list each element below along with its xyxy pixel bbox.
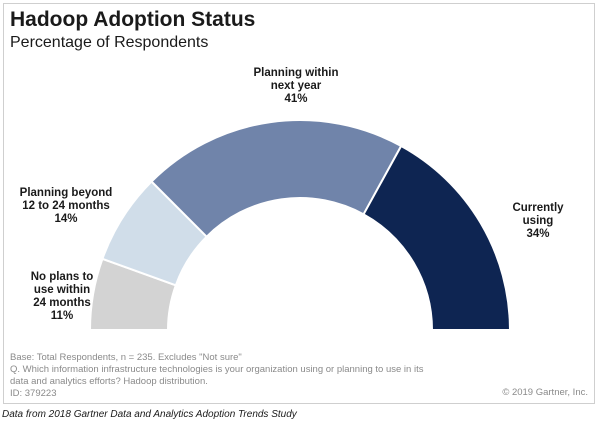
slice-label-1: Planning beyond 12 to 24 months 14% xyxy=(20,187,113,225)
footnote-id: ID: 379223 xyxy=(10,388,57,399)
chart-title: Hadoop Adoption Status xyxy=(10,8,256,31)
slice-label-2: Planning within next year 41% xyxy=(254,67,339,105)
slice-3 xyxy=(362,144,512,331)
copyright-notice: © 2019 Gartner, Inc. xyxy=(502,387,588,398)
slice-label-0: No plans to use within 24 months 11% xyxy=(31,271,94,322)
slice-label-3: Currently using 34% xyxy=(512,202,564,240)
chart-frame xyxy=(3,3,595,404)
chart-labels: No plans to use within 24 months 11% Plannin… xyxy=(20,67,564,322)
chart-slices xyxy=(88,119,512,331)
footnote-question-continued: data and analytics efforts? Hadoop distr… xyxy=(10,376,208,387)
footnote-base: Base: Total Respondents, n = 235. Exclud… xyxy=(10,352,242,363)
image-caption: Data from 2018 Gartner Data and Analytic… xyxy=(2,409,297,420)
chart-subtitle: Percentage of Respondents xyxy=(10,34,209,51)
slice-2 xyxy=(150,119,403,239)
footnote-question: Q. Which information infrastructure tech… xyxy=(10,364,424,375)
